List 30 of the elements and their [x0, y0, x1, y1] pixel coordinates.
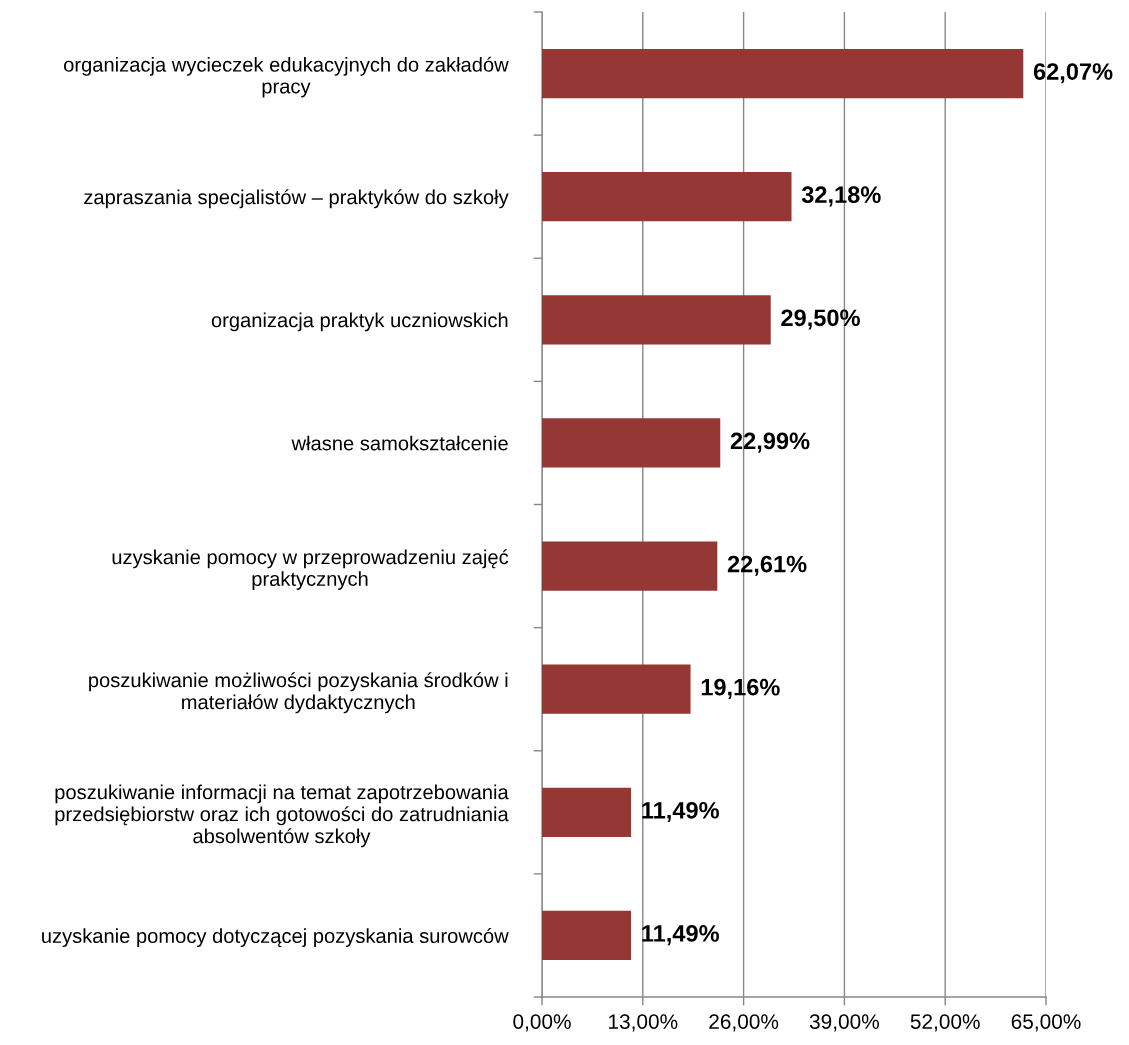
y-tick-label: poszukiwanie możliwości pozyskania środków i materiałów dydaktycznych — [89, 672, 508, 714]
x-tick-label: 26,00% — [709, 1014, 779, 1032]
x-tick-label: 13,00% — [609, 1014, 678, 1032]
y-tick-label: uzyskanie pomocy w przeprowadzeniu zajęć praktycznych — [112, 549, 509, 590]
bar — [542, 787, 632, 837]
data-label: 22,61% — [727, 555, 807, 576]
bar — [542, 541, 718, 591]
y-tick-label: własne samokształcenie — [291, 435, 508, 451]
data-label: 11,49% — [642, 801, 719, 823]
data-label: 22,99% — [730, 432, 810, 453]
bar — [542, 910, 632, 961]
bar — [542, 48, 1024, 99]
y-tick-label: poszukiwanie informacji na temat zapotrzebowania przedsiębiorstw oraz ich gotowości do zatrudniania absolwentów szkoły — [55, 784, 509, 848]
y-tick-label: organizacja wycieczek edukacyjnych do zakładów pracy — [64, 56, 509, 98]
x-tick-label: 52,00% — [910, 1014, 980, 1032]
bar — [542, 664, 691, 714]
y-tick-label: zapraszania specjalistów – praktyków do szkoły — [84, 189, 509, 209]
y-tick-label: organizacja praktyk uczniowskich — [211, 312, 508, 332]
data-label: 11,49% — [642, 925, 719, 946]
y-tick-label: uzyskanie pomocy dotyczącej pozyskania surowców — [42, 928, 509, 948]
data-label: 29,50% — [781, 309, 860, 330]
bar — [542, 295, 771, 345]
bar — [542, 418, 721, 468]
x-tick-label: 0,00% — [513, 1014, 571, 1032]
bar — [542, 172, 792, 222]
data-label: 32,18% — [801, 186, 881, 207]
x-tick-label: 65,00% — [1011, 1014, 1081, 1032]
x-tick-label: 39,00% — [809, 1014, 879, 1032]
data-label: 19,16% — [701, 678, 780, 699]
data-label: 62,07% — [1033, 63, 1113, 84]
